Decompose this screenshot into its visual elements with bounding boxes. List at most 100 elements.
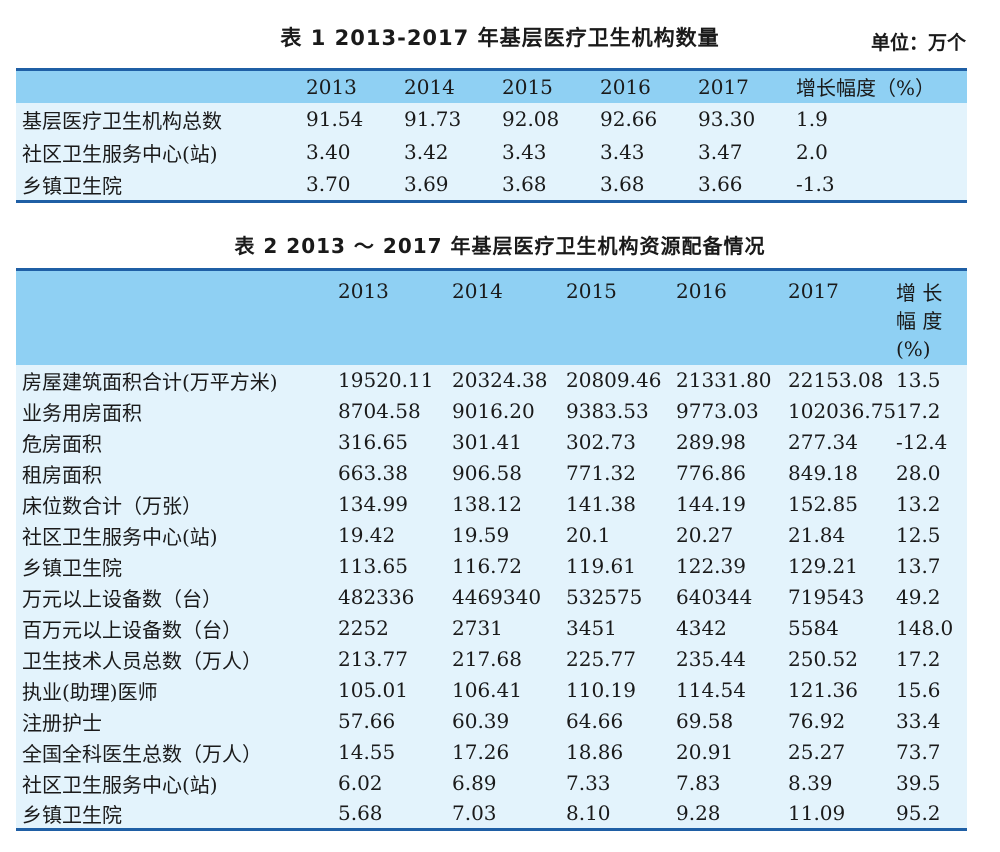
value-cell: 302.73 — [566, 430, 636, 454]
value-cell: 39.5 — [896, 771, 941, 795]
value-cell: 91.54 — [306, 107, 364, 131]
table-row: 社区卫生服务中心(站) 6.02 6.89 7.33 7.83 8.39 39.5 — [16, 767, 967, 799]
value-cell: 13.2 — [896, 492, 941, 516]
value-cell: 217.68 — [452, 647, 522, 671]
value-cell: 152.85 — [788, 492, 858, 516]
value-cell: 316.65 — [338, 430, 408, 454]
row-label-cell: 危房面积 — [22, 431, 102, 456]
value-cell: 93.30 — [698, 107, 756, 131]
row-label-cell: 乡镇卫生院 — [22, 173, 122, 198]
value-cell: 2731 — [452, 616, 503, 640]
table-row: 房屋建筑面积合计(万平方米) 19520.11 20324.38 20809.46 21… — [16, 364, 967, 396]
value-cell: 3.68 — [600, 172, 645, 197]
value-cell: 8704.58 — [338, 399, 421, 423]
table1: 2013 2014 2015 2016 2017 增长幅度（%） 基层医疗卫生机… — [16, 68, 967, 203]
value-cell: 20.91 — [676, 740, 734, 764]
value-cell: 110.19 — [566, 678, 636, 702]
value-cell: 301.41 — [452, 430, 522, 454]
value-cell: 289.98 — [676, 430, 746, 454]
header-cell: 增长幅度（%） — [796, 76, 936, 101]
table1-title: 表 1 2013-2017 年基层医疗卫生机构数量 — [280, 26, 720, 50]
growth-header-line: (%) — [896, 337, 931, 361]
value-cell: 28.0 — [896, 461, 941, 485]
value-cell: 122.39 — [676, 554, 746, 578]
value-cell: 17.26 — [452, 740, 510, 764]
value-cell: 60.39 — [452, 709, 510, 733]
value-cell: 33.4 — [896, 709, 941, 733]
value-cell: 20.27 — [676, 523, 734, 547]
value-cell: -12.4 — [896, 430, 948, 454]
row-label-cell: 万元以上设备数（台） — [22, 586, 222, 611]
value-cell: 640344 — [676, 585, 753, 609]
value-cell: 213.77 — [338, 647, 408, 671]
value-cell: 119.61 — [566, 554, 636, 578]
value-cell: 138.12 — [452, 492, 522, 516]
value-cell: 8.39 — [788, 771, 833, 795]
value-cell: 17.2 — [896, 399, 941, 423]
value-cell: 116.72 — [452, 554, 522, 578]
value-cell: 9383.53 — [566, 399, 649, 423]
value-cell: 11.09 — [788, 801, 846, 826]
value-cell: 105.01 — [338, 678, 408, 702]
value-cell: 235.44 — [676, 647, 746, 671]
value-cell: 69.58 — [676, 709, 734, 733]
value-cell: 776.86 — [676, 461, 746, 485]
table-row: 社区卫生服务中心(站) 3.40 3.42 3.43 3.43 3.47 2.0 — [16, 135, 967, 169]
table-row: 卫生技术人员总数（万人） 213.77 217.68 225.77 235.44 250.… — [16, 643, 967, 675]
value-cell: -1.3 — [796, 172, 835, 197]
value-cell: 76.92 — [788, 709, 846, 733]
value-cell: 719543 — [788, 585, 865, 609]
header-cell: 2013 — [338, 279, 389, 303]
value-cell: 8.10 — [566, 801, 611, 826]
value-cell: 3.68 — [502, 172, 547, 197]
value-cell: 92.66 — [600, 107, 658, 131]
row-label-cell: 注册护士 — [22, 710, 102, 735]
header-cell: 2014 — [404, 74, 455, 99]
growth-header-line: 增 长 — [896, 281, 943, 305]
value-cell: 7.03 — [452, 801, 497, 826]
value-cell: 4469340 — [452, 585, 542, 609]
header-cell — [16, 70, 306, 103]
row-label-cell: 百万元以上设备数（台） — [22, 617, 242, 642]
value-cell: 121.36 — [788, 678, 858, 702]
value-cell: 13.7 — [896, 554, 941, 578]
table2: 2013 2014 2015 2016 2017 增 长 幅 度 (%) 房屋建… — [16, 268, 967, 831]
header-cell: 2016 — [676, 279, 727, 303]
value-cell: 21.84 — [788, 523, 846, 547]
value-cell: 144.19 — [676, 492, 746, 516]
value-cell: 9016.20 — [452, 399, 535, 423]
value-cell: 532575 — [566, 585, 643, 609]
value-cell: 3.70 — [306, 172, 351, 197]
header-cell: 2016 — [600, 74, 651, 99]
value-cell: 95.2 — [896, 801, 941, 826]
value-cell: 3.43 — [502, 140, 547, 164]
value-cell: 849.18 — [788, 461, 858, 485]
row-label-cell: 乡镇卫生院 — [22, 555, 122, 580]
value-cell: 129.21 — [788, 554, 858, 578]
value-cell: 6.89 — [452, 771, 497, 795]
table-row: 注册护士 57.66 60.39 64.66 69.58 76.92 33.4 — [16, 705, 967, 737]
row-label-cell: 社区卫生服务中心(站) — [22, 141, 218, 166]
row-label-cell: 执业(助理)医师 — [22, 679, 158, 704]
header-cell: 2017 — [788, 279, 839, 303]
value-cell: 3.43 — [600, 140, 645, 164]
table-row: 业务用房面积 8704.58 9016.20 9383.53 9773.03 102036… — [16, 395, 967, 427]
table-row: 乡镇卫生院 5.68 7.03 8.10 9.28 11.09 95.2 — [16, 798, 967, 830]
value-cell: 250.52 — [788, 647, 858, 671]
value-cell: 114.54 — [676, 678, 746, 702]
table-row: 乡镇卫生院 113.65 116.72 119.61 122.39 129.21 13.7 — [16, 550, 967, 582]
value-cell: 7.33 — [566, 771, 611, 795]
value-cell: 3.66 — [698, 172, 743, 197]
value-cell: 663.38 — [338, 461, 408, 485]
table-row: 基层医疗卫生机构总数 91.54 91.73 92.08 92.66 93.30 1.9 — [16, 102, 967, 136]
table-row: 百万元以上设备数（台） 2252 2731 3451 4342 5584 148.0 — [16, 612, 967, 644]
header-cell: 2013 — [306, 74, 357, 99]
table-row: 全国全科医生总数（万人） 14.55 17.26 18.86 20.91 25.27 73.… — [16, 736, 967, 768]
value-cell: 6.02 — [338, 771, 383, 795]
value-cell: 2252 — [338, 616, 389, 640]
value-cell: 19.42 — [338, 523, 396, 547]
value-cell: 49.2 — [896, 585, 941, 609]
value-cell: 113.65 — [338, 554, 408, 578]
value-cell: 25.27 — [788, 740, 846, 764]
table-row: 社区卫生服务中心(站) 19.42 19.59 20.1 20.27 21.84 12.5 — [16, 519, 967, 551]
